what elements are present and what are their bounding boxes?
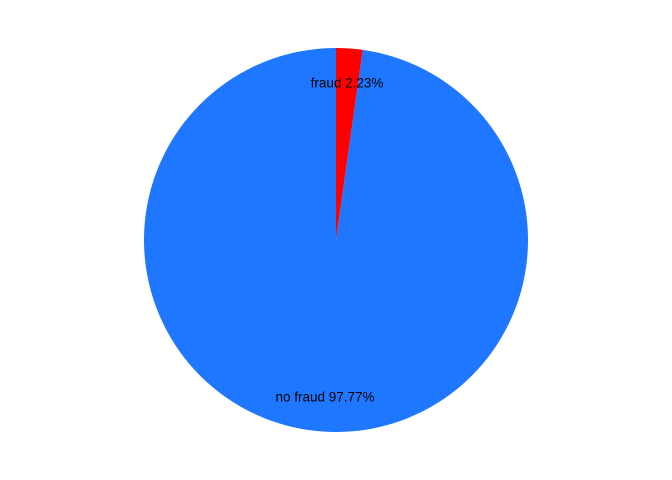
pie-slice-label-0: fraud 2.23% [311, 75, 384, 90]
pie-slice-label-1: no fraud 97.77% [275, 390, 374, 405]
pie-slices [144, 47, 529, 432]
pie-labels: fraud 2.23% no fraud 97.77% [275, 75, 383, 404]
pie-slice-1 [144, 48, 529, 432]
pie-slice-0 [336, 47, 363, 240]
